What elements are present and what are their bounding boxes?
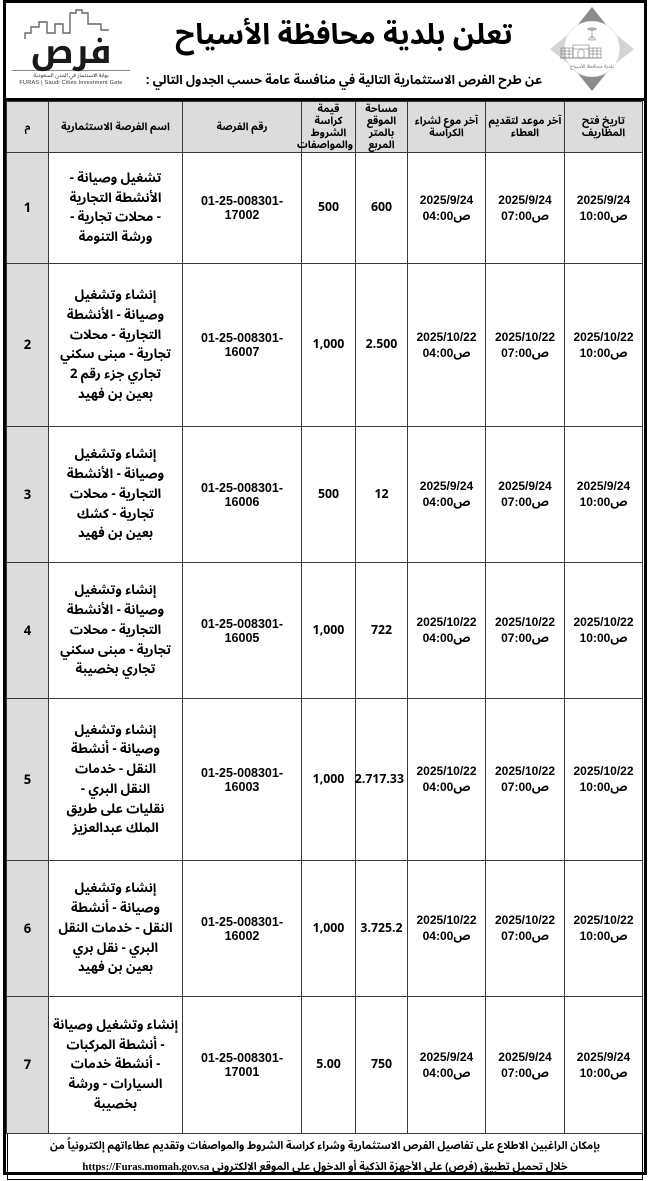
svg-text:بلدية محافظة الأسياح: بلدية محافظة الأسياح	[570, 61, 614, 72]
